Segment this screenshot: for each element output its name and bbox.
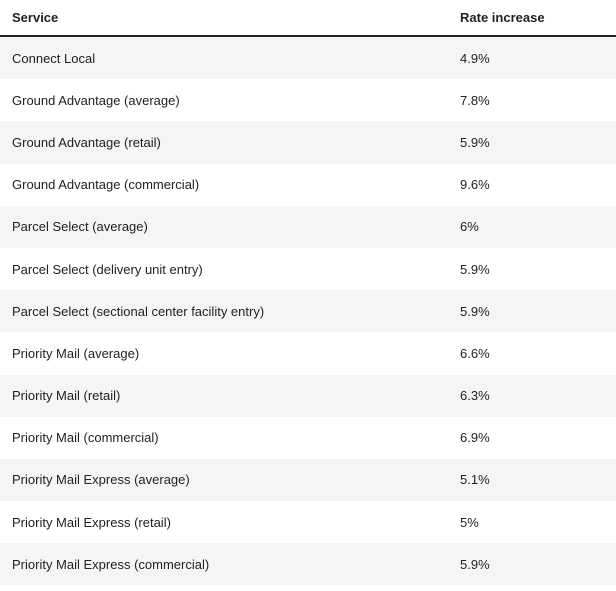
service-cell: Parcel Select (sectional center facility… bbox=[12, 303, 265, 319]
service-cell: Parcel Select (average) bbox=[12, 219, 148, 235]
rate-cell: 5.9% bbox=[460, 134, 490, 150]
rate-cell: 4.9% bbox=[460, 50, 490, 66]
rate-cell: 6.3% bbox=[460, 388, 490, 404]
table-row: Priority Mail Express (average) 5.1% bbox=[0, 458, 616, 502]
table-row: Priority Mail Express (retail) 5% bbox=[0, 501, 616, 543]
table-row: Connect Local 4.9% bbox=[0, 37, 616, 80]
rate-cell: 6% bbox=[460, 219, 479, 235]
rate-cell: 5.9% bbox=[460, 556, 490, 572]
table-row: Priority Mail Express (commercial) 5.9% bbox=[0, 543, 616, 586]
service-cell: Priority Mail (average) bbox=[12, 345, 140, 361]
service-cell: Ground Advantage (average) bbox=[12, 92, 180, 108]
table-row: Ground Advantage (retail) 5.9% bbox=[0, 121, 616, 164]
rate-cell: 9.6% bbox=[460, 177, 490, 193]
rate-cell: 5.9% bbox=[460, 261, 490, 277]
rate-cell: 6.9% bbox=[460, 430, 490, 446]
service-cell: Priority Mail Express (retail) bbox=[12, 514, 171, 530]
service-cell: Priority Mail Express (commercial) bbox=[12, 556, 210, 572]
rate-cell: 5% bbox=[460, 514, 479, 530]
service-cell: Connect Local bbox=[12, 50, 96, 66]
table-row: Parcel Select (average) 6% bbox=[0, 205, 616, 248]
table-row: Priority Mail (retail) 6.3% bbox=[0, 374, 616, 417]
table-row: Parcel Select (delivery unit entry) 5.9% bbox=[0, 248, 616, 290]
header-cell: Service bbox=[12, 10, 59, 25]
service-cell: Priority Mail Express (average) bbox=[12, 472, 190, 488]
service-cell: Ground Advantage (commercial) bbox=[12, 177, 200, 193]
table-row: Parcel Select (sectional center facility… bbox=[0, 290, 616, 333]
service-cell: Parcel Select (delivery unit entry) bbox=[12, 261, 203, 277]
rate-cell: 5.9% bbox=[460, 303, 490, 319]
table-row: Ground Advantage (average) 7.8% bbox=[0, 79, 616, 121]
table-row: Ground Advantage (commercial) 9.6% bbox=[0, 164, 616, 206]
table-row: Priority Mail (commercial) 6.9% bbox=[0, 417, 616, 459]
service-cell: Priority Mail (commercial) bbox=[12, 430, 159, 446]
rate-cell: 6.6% bbox=[460, 345, 490, 361]
rate-cell: 5.1% bbox=[460, 472, 490, 488]
service-cell: Priority Mail (retail) bbox=[12, 388, 121, 404]
header-row: Service Rate increase bbox=[0, 0, 616, 37]
table-row: Priority Mail (average) 6.6% bbox=[0, 332, 616, 374]
service-cell: Ground Advantage (retail) bbox=[12, 134, 161, 150]
header-cell: Rate increase bbox=[460, 10, 545, 25]
rate-cell: 7.8% bbox=[460, 92, 490, 108]
